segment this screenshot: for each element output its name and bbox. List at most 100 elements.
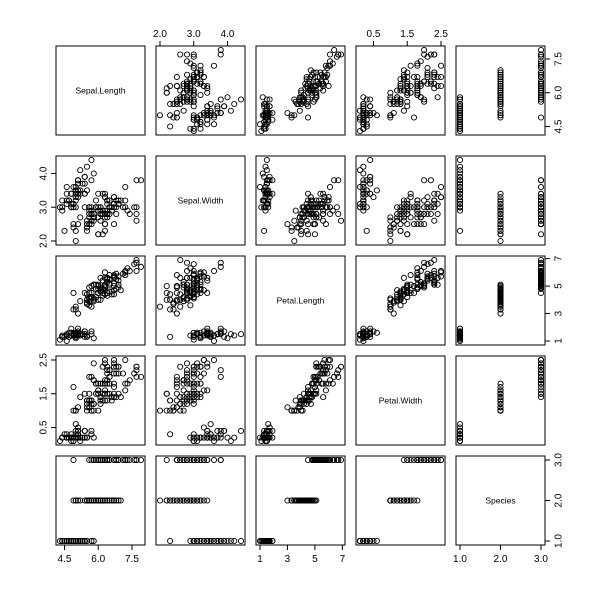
- data-point: [72, 421, 79, 428]
- data-point: [133, 456, 140, 464]
- data-point: [177, 296, 184, 303]
- data-point: [497, 221, 504, 228]
- data-point: [183, 82, 191, 90]
- data-point: [431, 217, 438, 224]
- data-point: [414, 89, 421, 96]
- data-point: [74, 434, 82, 441]
- data-point: [108, 497, 115, 504]
- data-point: [167, 82, 174, 90]
- data-point: [407, 194, 414, 201]
- data-point: [497, 197, 504, 204]
- data-point: [367, 156, 374, 164]
- data-point: [197, 112, 204, 119]
- panel-border: [255, 355, 346, 446]
- data-point: [497, 94, 504, 101]
- data-point: [197, 373, 204, 380]
- data-point: [170, 497, 177, 504]
- data-point: [183, 285, 191, 292]
- data-point: [360, 177, 367, 184]
- data-point: [537, 190, 545, 197]
- data-point: [167, 291, 174, 298]
- data-point: [313, 210, 320, 218]
- data-point: [61, 537, 68, 545]
- data-point: [317, 456, 324, 464]
- data-point: [177, 497, 184, 504]
- data-point: [400, 204, 407, 211]
- data-point: [360, 100, 367, 108]
- data-point: [173, 82, 180, 90]
- panel-4-0: [55, 455, 146, 546]
- data-point: [190, 116, 197, 123]
- data-point: [431, 73, 438, 81]
- data-point: [163, 390, 170, 397]
- data-point: [437, 73, 445, 81]
- data-point: [97, 204, 104, 211]
- data-point: [190, 51, 197, 58]
- data-point: [163, 89, 170, 96]
- data-point: [194, 370, 201, 377]
- data-point: [326, 58, 334, 65]
- data-point: [72, 194, 79, 201]
- data-point: [183, 377, 191, 384]
- data-point: [183, 397, 191, 404]
- data-point: [397, 497, 404, 504]
- data-point: [194, 437, 201, 445]
- data-point: [537, 380, 545, 387]
- data-point: [291, 112, 298, 119]
- data-point: [207, 421, 214, 428]
- data-point: [173, 283, 180, 290]
- data-point: [360, 197, 367, 204]
- tick-label: 2.0: [494, 554, 508, 565]
- data-point: [537, 89, 545, 96]
- data-point: [456, 204, 464, 211]
- data-point: [74, 325, 82, 332]
- data-point: [335, 456, 342, 464]
- data-point: [410, 114, 418, 121]
- data-point: [183, 259, 191, 266]
- data-point: [113, 363, 120, 370]
- data-point: [101, 390, 109, 397]
- data-point: [497, 407, 504, 414]
- data-point: [497, 306, 504, 313]
- data-point: [83, 227, 91, 234]
- data-point: [537, 383, 545, 391]
- data-point: [269, 177, 276, 184]
- data-point: [367, 190, 374, 197]
- data-point: [456, 107, 464, 114]
- data-point: [394, 497, 401, 504]
- data-point: [497, 237, 504, 245]
- data-point: [81, 180, 88, 187]
- data-point: [288, 407, 295, 414]
- data-point: [427, 259, 434, 266]
- data-point: [497, 394, 504, 401]
- data-point: [456, 194, 464, 201]
- tick-label: 1: [554, 338, 565, 344]
- data-point: [197, 121, 204, 128]
- data-point: [421, 263, 428, 270]
- data-point: [431, 270, 438, 277]
- data-point: [214, 434, 221, 441]
- data-point: [537, 96, 545, 103]
- data-point: [456, 125, 464, 132]
- data-point: [414, 73, 421, 81]
- data-point: [335, 177, 342, 184]
- data-point: [417, 82, 424, 90]
- data-point: [204, 107, 211, 114]
- data-point: [173, 272, 180, 279]
- data-point: [313, 390, 320, 397]
- data-point: [90, 210, 97, 218]
- data-point: [431, 456, 438, 464]
- data-point: [331, 177, 338, 184]
- tick-label: 4.0: [39, 166, 50, 180]
- data-point: [424, 261, 431, 268]
- data-point: [126, 456, 133, 464]
- data-point: [167, 537, 174, 545]
- data-point: [307, 73, 314, 81]
- data-point: [269, 427, 276, 434]
- panel-border: [255, 155, 346, 246]
- data-point: [79, 537, 86, 545]
- data-point: [421, 78, 428, 85]
- data-point: [83, 434, 91, 441]
- data-point: [414, 497, 421, 504]
